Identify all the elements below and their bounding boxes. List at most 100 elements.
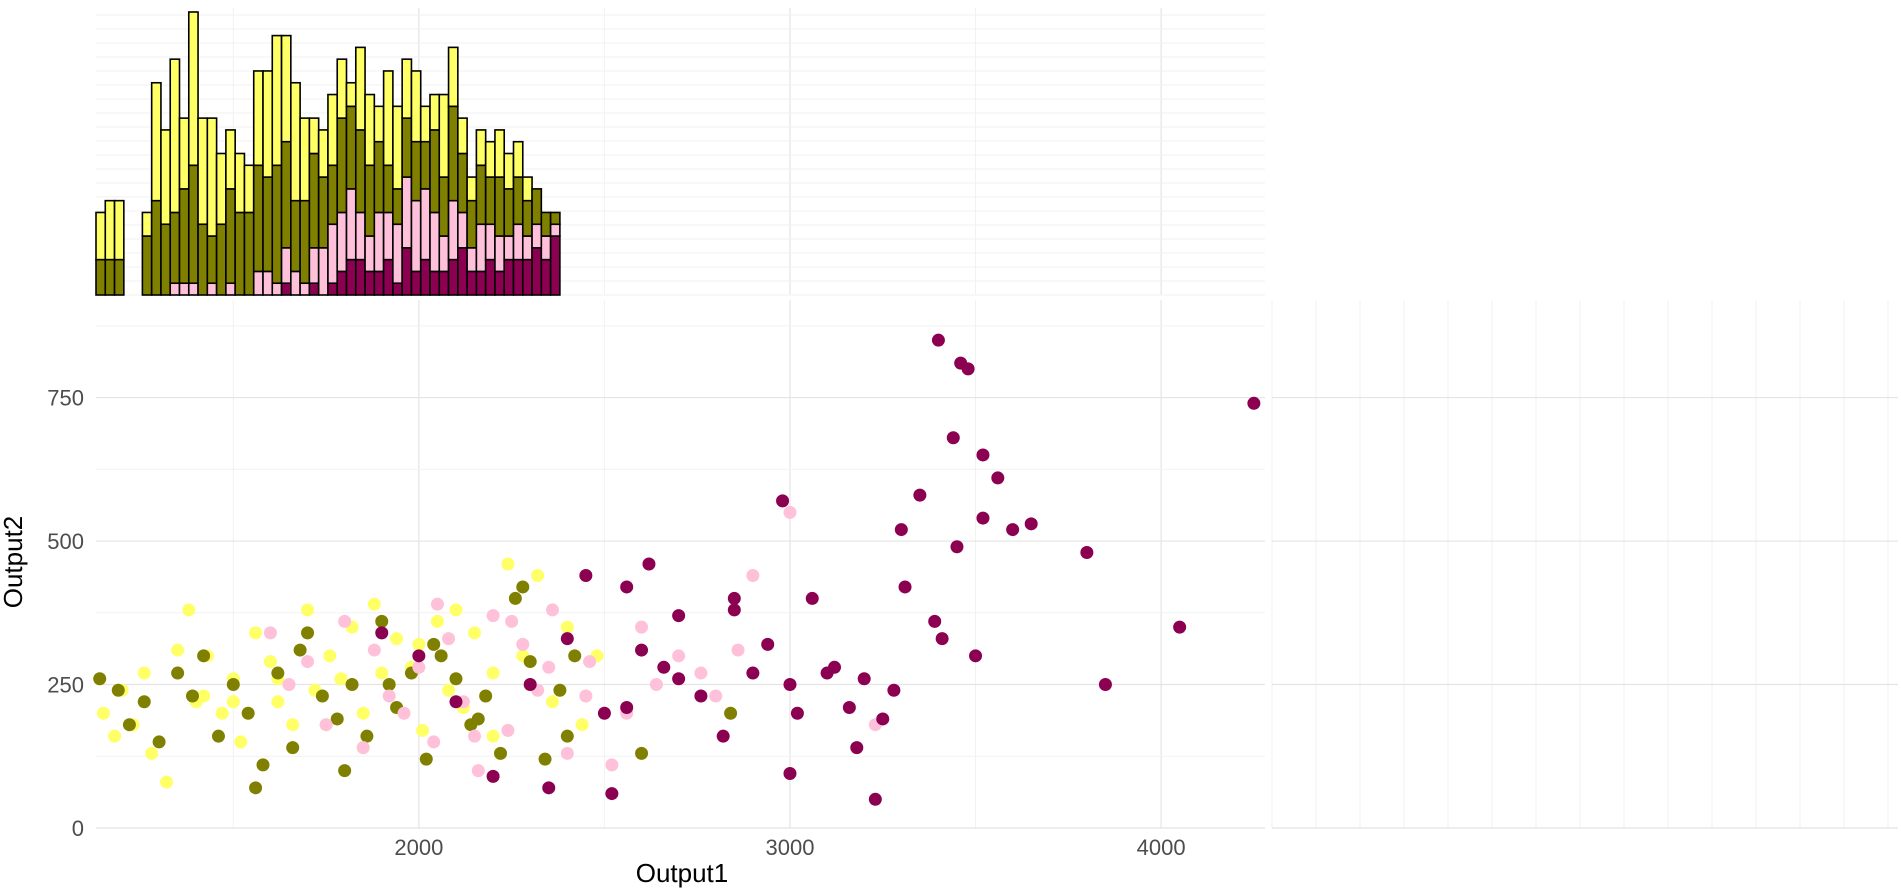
top-hist-bar	[503, 152, 515, 190]
top-hist-bar	[354, 129, 366, 214]
scatter-point	[249, 626, 263, 640]
scatter-point	[579, 689, 593, 703]
scatter-point	[523, 678, 537, 692]
top-hist-bar	[354, 46, 366, 131]
top-hist-bar	[429, 129, 441, 214]
top-hist-bar	[401, 58, 413, 119]
top-hist-bar	[215, 223, 227, 296]
scatter-point	[505, 614, 519, 628]
scatter-point	[894, 523, 908, 537]
scatter-point	[538, 752, 552, 766]
top-hist-bar	[521, 176, 533, 202]
top-hist-bar	[447, 258, 459, 296]
scatter-point	[913, 488, 927, 502]
scatter-point	[898, 580, 912, 594]
scatter-point	[694, 689, 708, 703]
scatter-point	[211, 729, 225, 743]
scatter-point	[471, 764, 485, 778]
scatter-point	[301, 603, 315, 617]
top-hist-bar	[401, 117, 413, 178]
top-hist-bar	[290, 81, 301, 202]
top-hist-bar	[113, 258, 125, 296]
top-hist-bar	[447, 199, 459, 261]
scatter-points	[93, 333, 1261, 806]
right-histogram-grid	[1271, 300, 1898, 829]
y-axis-tick-labels: 0 250 500 750	[47, 386, 84, 841]
top-hist-bar	[494, 270, 506, 296]
y-tick-label: 0	[72, 816, 84, 841]
top-hist-bar	[494, 129, 506, 178]
scatter-point	[301, 655, 315, 669]
top-hist-bar	[104, 199, 116, 261]
scatter-point	[122, 718, 136, 732]
scatter-point	[642, 557, 656, 571]
scatter-point	[783, 766, 797, 780]
y-tick-label: 750	[47, 386, 84, 411]
scatter-point	[635, 620, 649, 634]
top-hist-bar	[299, 282, 311, 296]
scatter-point	[111, 683, 125, 697]
top-hist-bar	[178, 117, 190, 190]
top-hist-bar	[419, 140, 431, 190]
top-hist-bar	[549, 211, 561, 226]
scatter-point	[672, 609, 686, 623]
top-hist-bar	[503, 258, 515, 296]
top-hist-bar	[429, 270, 441, 296]
scatter-point	[961, 362, 975, 376]
top-hist-bar	[336, 270, 348, 296]
top-hist-bar	[466, 247, 478, 273]
scatter-point	[197, 649, 211, 663]
scatter-point	[412, 649, 426, 663]
scatter-point	[171, 643, 185, 657]
top-hist-bar	[429, 93, 441, 131]
top-marginal-histogram	[95, 11, 561, 296]
scatter-point	[991, 471, 1005, 485]
scatter-point	[226, 695, 240, 709]
top-hist-bar	[252, 164, 264, 273]
scatter-point	[1006, 523, 1020, 537]
scatter-point	[197, 689, 211, 703]
top-hist-bar	[531, 247, 543, 296]
scatter-point	[397, 706, 411, 720]
top-hist-bar	[484, 223, 496, 261]
top-hist-bar	[521, 235, 533, 261]
scatter-point	[108, 729, 122, 743]
top-hist-bar	[336, 58, 348, 119]
top-hist-bar	[540, 211, 552, 237]
top-hist-bar	[419, 188, 431, 261]
top-hist-bar	[317, 176, 329, 249]
scatter-point	[828, 660, 842, 674]
scatter-point	[286, 718, 300, 732]
scatter-point	[434, 649, 448, 663]
top-hist-bar	[512, 223, 524, 261]
top-hist-bar	[308, 152, 320, 249]
top-hist-bar	[475, 164, 487, 226]
scatter-point	[182, 603, 196, 617]
top-hist-bar	[512, 258, 524, 296]
scatter-point	[545, 695, 559, 709]
top-hist-bar	[271, 164, 283, 285]
top-hist-bar	[410, 199, 422, 273]
scatter-point	[976, 448, 990, 462]
top-hist-bar	[475, 270, 487, 296]
scatter-point	[501, 557, 515, 571]
top-hist-bar	[206, 117, 218, 237]
top-hist-bar	[373, 140, 385, 214]
top-hist-bar	[308, 247, 320, 285]
scatter-point	[137, 666, 151, 680]
x-tick-label: 4000	[1137, 835, 1186, 860]
scatter-point	[579, 568, 593, 582]
top-hist-bar	[475, 129, 487, 167]
scatter-point	[241, 706, 255, 720]
scatter-point	[301, 626, 315, 640]
scatter-point	[746, 568, 760, 582]
scatter-point	[649, 678, 663, 692]
scatter-point	[356, 741, 370, 755]
scatter-point	[160, 775, 174, 789]
scatter-point	[271, 666, 285, 680]
scatter-point	[215, 706, 229, 720]
scatter-point	[334, 672, 348, 686]
y-axis-title: Output2	[0, 516, 28, 609]
scatter-point	[486, 609, 500, 623]
scatter-point	[286, 741, 300, 755]
